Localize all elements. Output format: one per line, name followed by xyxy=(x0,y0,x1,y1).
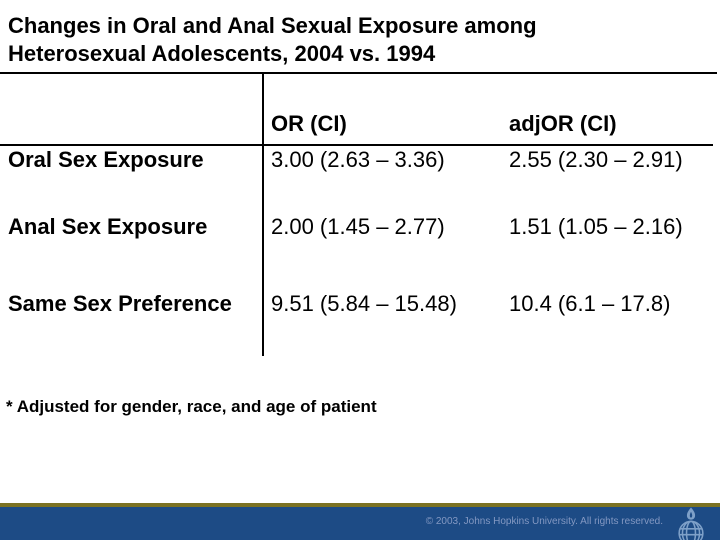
or-value: 9.51 (5.84 – 15.48) xyxy=(271,291,457,316)
footer-bar: © 2003, Johns Hopkins University. All ri… xyxy=(0,507,720,540)
row-label: Oral Sex Exposure xyxy=(8,147,204,172)
footer-accent-line xyxy=(0,503,720,507)
slide-title-line2: Heterosexual Adolescents, 2004 vs. 1994 xyxy=(8,41,436,66)
or-value: 3.00 (2.63 – 3.36) xyxy=(271,147,445,172)
slide-title-line1: Changes in Oral and Anal Sexual Exposure… xyxy=(8,13,537,38)
or-value: 2.00 (1.45 – 2.77) xyxy=(271,214,445,239)
column-header-adjor: adjOR (CI) xyxy=(509,111,617,136)
title-underline xyxy=(0,72,717,74)
row-label: Same Sex Preference xyxy=(8,291,232,316)
column-header-or: OR (CI) xyxy=(271,111,347,136)
table-header-underline xyxy=(0,144,713,146)
johns-hopkins-lamp-globe-logo-icon xyxy=(678,507,704,540)
adjor-value: 10.4 (6.1 – 17.8) xyxy=(509,291,671,316)
footnote: * Adjusted for gender, race, and age of … xyxy=(6,397,377,416)
row-label: Anal Sex Exposure xyxy=(8,214,208,239)
adjor-value: 1.51 (1.05 – 2.16) xyxy=(509,214,683,239)
table-column-divider xyxy=(262,74,264,356)
adjor-value: 2.55 (2.30 – 2.91) xyxy=(509,147,683,172)
slide-title: Changes in Oral and Anal Sexual Exposure… xyxy=(8,12,537,68)
copyright-text: © 2003, Johns Hopkins University. All ri… xyxy=(425,516,663,527)
